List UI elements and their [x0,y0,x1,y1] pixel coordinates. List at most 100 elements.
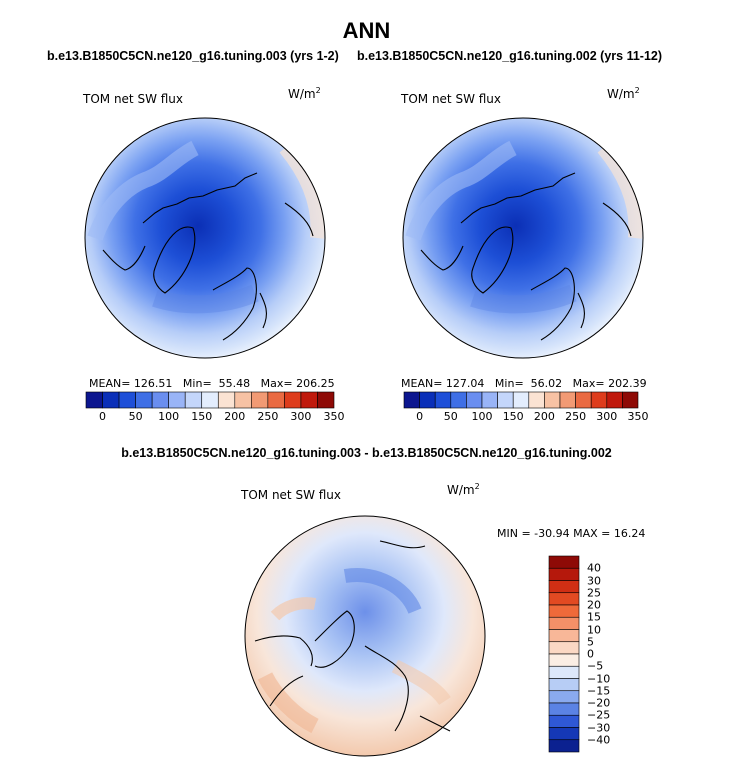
colorbar1-tick-7: 350 [323,410,345,423]
colorbar3-tick-6: 5 [587,635,594,649]
colorbar2-box-0 [403,391,420,409]
colorbar1-tick-1: 50 [128,410,143,423]
colorbar3-box-4 [548,604,580,618]
colorbar2-tick-4: 200 [533,410,555,423]
colorbar2-tick-1: 50 [443,410,458,423]
colorbar2-box-12 [590,391,608,409]
colorbar1-box-2 [118,391,136,409]
colorbar1-box-10 [251,391,269,409]
panel1-stats: MEAN= 126.51 Min= 55.48 Max= 206.25 [89,377,335,390]
colorbar2-box-1 [419,391,436,409]
colorbar3-tick-7: 0 [587,647,594,661]
colorbar3-box-2 [548,580,580,594]
panel2-case-title: b.e13.B1850C5CN.ne120_g16.tuning.002 (yr… [357,49,663,63]
colorbar3-tick-8: −5 [587,659,604,673]
panel2-colorbar [403,391,639,409]
colorbar2-box-13 [606,391,623,409]
panel1-coastlines [102,172,314,341]
panel1-map-border [84,117,326,359]
colorbar1-box-3 [135,391,153,409]
panel2-stats: MEAN= 127.04 Min= 56.02 Max= 202.39 [401,377,647,390]
panel2-coastlines [420,172,632,341]
colorbar2-tick-5: 250 [565,410,587,423]
colorbar1-box-6 [184,391,203,409]
panel1-polar-map [84,117,326,359]
colorbar3-box-0 [548,555,580,569]
panel2-colorbar-ticks: 0 50 100 150 200 250 300 350 [404,410,648,424]
colorbar1-box-7 [201,391,219,409]
colorbar1-tick-3: 150 [191,410,213,423]
colorbar3-tick-3: 20 [587,598,601,612]
panel1-variable-label: TOM net SW flux [83,92,184,106]
colorbar2-box-10 [559,391,576,409]
colorbar2-box-8 [528,391,545,409]
diff-polar-map [244,515,486,757]
panel1-units-label: W/m2 [288,86,321,101]
colorbar3-box-8 [548,653,580,667]
diff-colorbar-ticks: 40 30 25 20 15 10 5 0 −5 −10 −15 −20 −25 −30 −40 [587,556,617,752]
colorbar3-tick-14: −40 [587,733,611,747]
diff-colorbar [548,555,580,753]
colorbar2-box-9 [544,391,561,409]
colorbar3-tick-5: 10 [587,623,601,636]
colorbar1-tick-2: 100 [158,410,180,423]
colorbar3-tick-12: −25 [587,708,611,722]
colorbar3-tick-9: −10 [587,672,611,685]
colorbar3-box-15 [548,739,580,753]
panel1-colorbar-ticks: 0 50 100 150 200 250 300 350 [86,410,344,424]
colorbar1-box-9 [234,391,252,409]
diff-minmax-text: MIN = -30.94 MAX = 16.24 [497,527,646,540]
colorbar3-tick-4: 15 [587,610,601,624]
panel2-units-label: W/m2 [607,86,640,101]
colorbar3-box-14 [548,727,580,741]
colorbar1-box-13 [300,391,318,409]
colorbar1-box-11 [267,391,285,409]
colorbar3-box-6 [548,629,580,643]
colorbar1-box-8 [217,391,236,409]
colorbar2-box-7 [512,391,530,409]
colorbar1-box-1 [102,391,120,409]
diff-coastlines [254,540,451,732]
colorbar2-tick-6: 300 [596,410,618,423]
panel2-polar-map [402,117,644,359]
colorbar3-tick-0: 40 [587,561,601,575]
colorbar3-box-12 [548,702,580,716]
colorbar2-tick-3: 150 [502,410,524,423]
colorbar2-box-4 [466,391,483,409]
figure-title: ANN [342,18,391,43]
colorbar1-tick-5: 250 [257,410,279,423]
colorbar3-tick-11: −20 [587,696,611,710]
colorbar1-box-14 [317,391,335,409]
panel2-map-border [402,117,644,359]
diff-map-border [244,515,486,757]
diff-units-label: W/m2 [447,482,480,497]
colorbar1-box-0 [85,391,103,409]
diff-variable-label: TOM net SW flux [241,488,342,502]
colorbar1-tick-4: 200 [224,410,246,423]
colorbar3-tick-10: −15 [587,684,611,698]
colorbar2-tick-7: 350 [627,410,649,423]
colorbar3-box-11 [548,690,580,704]
colorbar3-box-3 [548,592,580,606]
colorbar3-tick-1: 30 [587,574,601,587]
panel1-colorbar [85,391,335,409]
colorbar3-box-10 [548,678,580,692]
colorbar3-box-5 [548,616,580,630]
panel1-case-title: b.e13.B1850C5CN.ne120_g16.tuning.003 (yr… [47,49,339,63]
colorbar1-box-4 [151,391,169,409]
colorbar2-box-2 [434,391,452,409]
colorbar3-box-13 [548,714,580,728]
colorbar2-box-14 [622,391,639,409]
colorbar3-box-9 [548,665,580,679]
colorbar2-box-6 [497,391,514,409]
diff-field-fill [245,516,485,756]
colorbar2-tick-0: 0 [416,410,424,423]
colorbar1-box-5 [168,391,186,409]
colorbar2-box-3 [450,391,467,409]
colorbar3-box-7 [548,641,580,655]
colorbar2-tick-2: 100 [471,410,493,423]
colorbar2-box-5 [481,391,498,409]
colorbar1-tick-6: 300 [290,410,312,423]
panel2-variable-label: TOM net SW flux [401,92,502,106]
colorbar3-tick-13: −30 [587,721,611,734]
